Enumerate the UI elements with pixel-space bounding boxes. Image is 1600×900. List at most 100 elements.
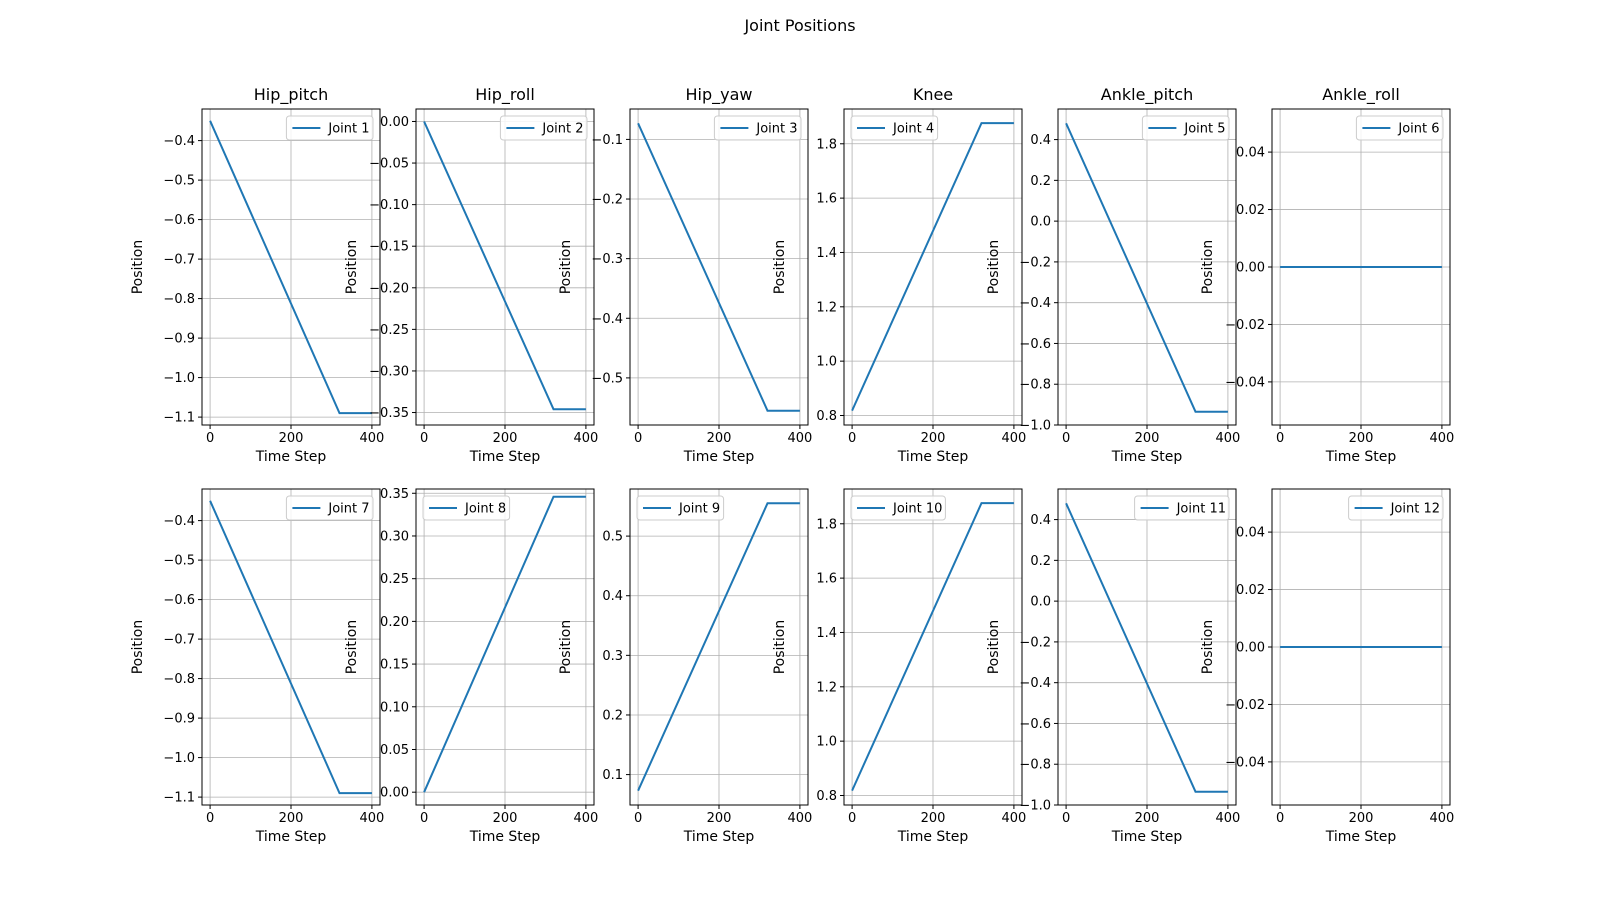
x-tick-label: 200: [493, 811, 518, 826]
legend: Joint 11: [1134, 495, 1230, 521]
y-tick-label: −0.6: [163, 213, 195, 228]
y-tick-label: −0.4: [163, 134, 195, 149]
legend-label: Joint 6: [1397, 122, 1439, 137]
series-line: [637, 502, 800, 792]
x-tick-label: 200: [921, 811, 946, 826]
subplot-title: Knee: [913, 85, 953, 104]
legend-label: Joint 12: [1390, 502, 1440, 517]
x-axis-label: Time Step: [1111, 829, 1183, 845]
y-axis-label: Position: [986, 620, 1002, 675]
y-tick-label: −1.0: [1019, 419, 1051, 434]
y-tick-label: 0.0: [1030, 215, 1051, 230]
x-axis-label: Time Step: [1111, 449, 1183, 465]
series-line: [209, 120, 372, 415]
x-tick-label: 400: [1429, 431, 1454, 446]
x-tick-label: 0: [206, 811, 214, 826]
y-tick-label: −0.20: [369, 281, 409, 296]
subplot-title: Ankle_pitch: [1101, 85, 1193, 105]
y-tick-label: −1.0: [1019, 799, 1051, 814]
x-tick-label: 200: [279, 811, 304, 826]
y-tick-label: −0.02: [1225, 318, 1265, 333]
x-tick-label: 400: [1429, 811, 1454, 826]
y-tick-label: 0.00: [1236, 261, 1265, 276]
y-tick-label: 0.02: [1236, 583, 1265, 598]
x-tick-label: 0: [206, 431, 214, 446]
y-tick-label: 0.1: [602, 768, 623, 783]
x-tick-label: 400: [359, 431, 384, 446]
y-tick-label: −0.8: [163, 292, 195, 307]
y-tick-label: 0.04: [1236, 146, 1265, 161]
x-tick-label: 0: [848, 431, 856, 446]
x-tick-label: 200: [279, 431, 304, 446]
y-tick-label: −0.9: [163, 332, 195, 347]
series-line: [1065, 502, 1228, 793]
legend: Joint 7: [285, 495, 374, 521]
subplot-8: 0 200 400 0.00 0.05 0.10 0.15 0.20 0.25 0.30 0.35 T…: [344, 487, 598, 845]
y-tick-label: −0.7: [163, 633, 195, 648]
y-tick-label: 0.4: [1030, 133, 1051, 148]
y-tick-label: 0.05: [380, 743, 409, 758]
y-tick-label: 0.2: [1030, 174, 1051, 189]
x-tick-label: 400: [359, 811, 384, 826]
y-axis-label: Position: [1200, 240, 1216, 295]
legend: Joint 3: [713, 115, 802, 141]
subplot-title: Ankle_roll: [1322, 85, 1400, 105]
y-tick-label: −0.8: [163, 672, 195, 687]
y-tick-label: −0.6: [1019, 337, 1051, 352]
subplot-title: Hip_roll: [475, 85, 535, 105]
x-tick-label: 0: [1276, 431, 1284, 446]
legend-box: [850, 495, 946, 521]
x-tick-label: 200: [1349, 811, 1374, 826]
legend-box: [713, 115, 802, 141]
subplot-4: 0 200 400 0.8 1.0 1.2 1.4 1.6 1.8 Time Step Positi…: [772, 85, 1026, 465]
legend-box: [1348, 495, 1444, 521]
subplot-1: 0 200 400 −1.1 −1.0 −0.9 −0.8 −0.7 −0.6 −0.5 −0.4 T…: [130, 85, 384, 465]
x-tick-label: 0: [1062, 811, 1070, 826]
y-axis-label: Position: [772, 620, 788, 675]
y-tick-label: 0.15: [380, 658, 409, 673]
legend: Joint 6: [1355, 115, 1444, 141]
y-tick-label: 0.5: [602, 530, 623, 545]
y-axis-label: Position: [986, 240, 1002, 295]
y-tick-label: 1.8: [816, 517, 837, 532]
legend-label: Joint 5: [1183, 122, 1225, 137]
y-tick-label: 0.0: [1030, 595, 1051, 610]
y-axis-label: Position: [772, 240, 788, 295]
y-tick-label: 0.8: [816, 789, 837, 804]
subplot-5: 0 200 400−1.0−0.8−0.6−0.4−0.20.00.20.4Time…: [986, 85, 1240, 465]
y-tick-label: 0.02: [1236, 203, 1265, 218]
y-tick-label: 0.30: [380, 529, 409, 544]
y-tick-label: −0.4: [591, 312, 623, 327]
x-tick-label: 400: [1215, 431, 1240, 446]
x-tick-label: 0: [1276, 811, 1284, 826]
legend-box: [422, 495, 511, 521]
legend: Joint 8: [422, 495, 511, 521]
y-tick-label: 0.25: [380, 572, 409, 587]
x-tick-label: 200: [1349, 431, 1374, 446]
y-tick-label: −0.3: [591, 252, 623, 267]
subplot-title: Hip_pitch: [254, 85, 328, 105]
x-tick-label: 400: [1215, 811, 1240, 826]
x-axis-label: Time Step: [469, 829, 541, 845]
x-tick-label: 0: [634, 811, 642, 826]
y-tick-label: −0.04: [1225, 375, 1265, 390]
y-tick-label: 1.2: [816, 300, 837, 315]
y-tick-label: −0.5: [163, 554, 195, 569]
y-tick-label: 1.4: [816, 626, 837, 641]
x-tick-label: 0: [420, 431, 428, 446]
series-line: [209, 500, 372, 795]
x-tick-label: 400: [1001, 431, 1026, 446]
y-tick-label: −0.02: [1225, 698, 1265, 713]
x-tick-label: 400: [787, 431, 812, 446]
x-axis-label: Time Step: [469, 449, 541, 465]
y-tick-label: −0.4: [1019, 296, 1051, 311]
x-tick-label: 0: [420, 811, 428, 826]
y-tick-label: 1.4: [816, 246, 837, 261]
y-tick-label: −0.35: [369, 406, 409, 421]
y-tick-label: −0.6: [163, 593, 195, 608]
y-tick-label: −0.15: [369, 240, 409, 255]
x-tick-label: 0: [848, 811, 856, 826]
x-axis-label: Time Step: [897, 829, 969, 845]
series-line: [851, 122, 1014, 412]
